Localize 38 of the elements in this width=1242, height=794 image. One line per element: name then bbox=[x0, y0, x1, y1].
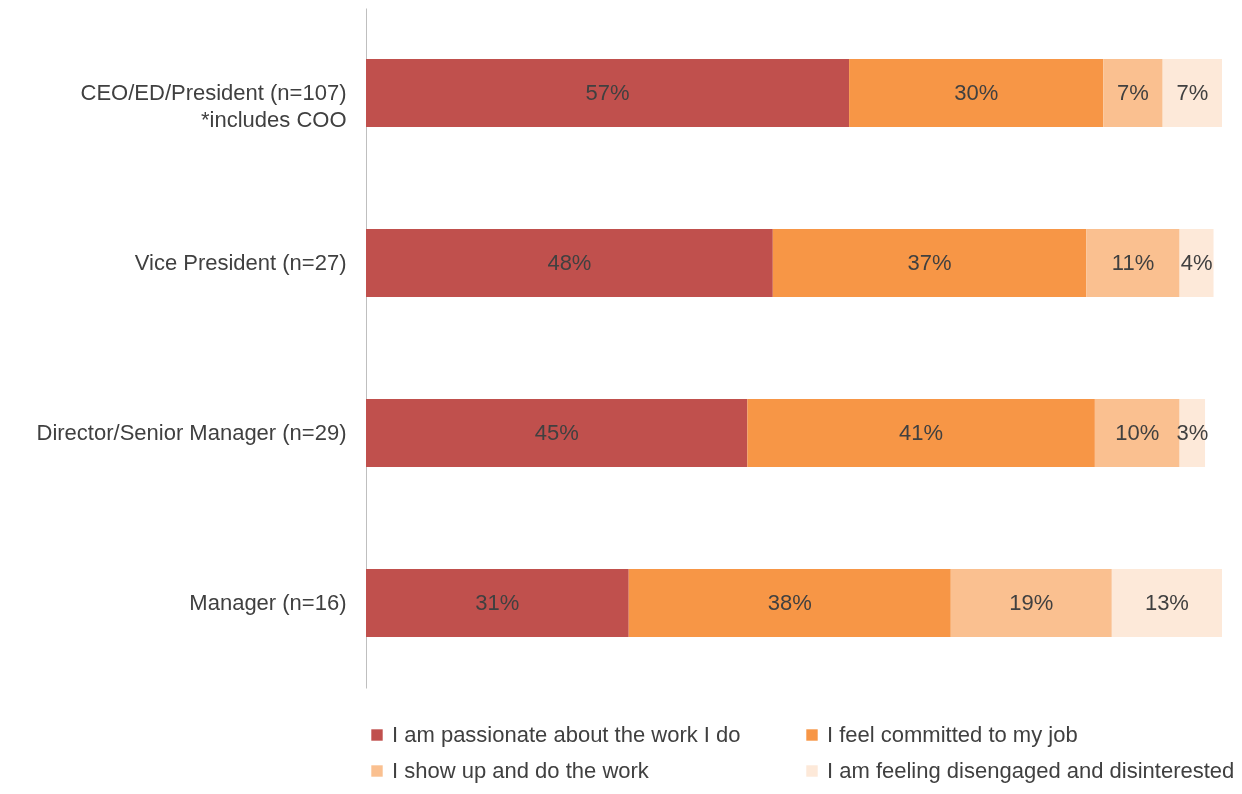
bar bbox=[366, 59, 850, 127]
data-label: 7% bbox=[1176, 80, 1209, 105]
bar bbox=[1103, 59, 1163, 127]
bar bbox=[849, 59, 1104, 127]
data-label: 31% bbox=[475, 590, 520, 615]
bar bbox=[366, 569, 629, 637]
bar bbox=[747, 399, 1095, 467]
bar bbox=[772, 229, 1087, 297]
legend-label: I feel committed to my job bbox=[827, 722, 1078, 747]
data-label: 37% bbox=[907, 250, 952, 275]
data-label: 19% bbox=[1009, 590, 1054, 615]
bar bbox=[950, 569, 1112, 637]
data-label: 10% bbox=[1115, 420, 1160, 445]
bar bbox=[1111, 569, 1222, 637]
y-tick-label: CEO/ED/President (n=107) *includes COO bbox=[80, 80, 347, 132]
bar bbox=[1179, 229, 1214, 297]
bar bbox=[1086, 229, 1180, 297]
bar bbox=[628, 569, 951, 637]
data-label: 13% bbox=[1144, 590, 1189, 615]
data-label: 7% bbox=[1117, 80, 1149, 105]
data-label: 4% bbox=[1180, 250, 1213, 275]
data-label: 3% bbox=[1176, 420, 1209, 445]
legend-label: I show up and do the work bbox=[392, 758, 650, 783]
data-label: 41% bbox=[899, 420, 944, 445]
y-tick-label: Vice President (n=27) bbox=[134, 250, 347, 275]
data-label: 57% bbox=[585, 80, 630, 105]
legend-label: I am feeling disengaged and disinterested bbox=[827, 758, 1235, 783]
bar bbox=[1162, 59, 1222, 127]
data-label: 11% bbox=[1111, 250, 1155, 275]
data-label: 38% bbox=[767, 590, 812, 615]
data-label: 30% bbox=[954, 80, 999, 105]
y-tick-label: Manager (n=16) bbox=[189, 590, 347, 615]
legend-label: I am passionate about the work I do bbox=[392, 722, 741, 747]
bar bbox=[366, 399, 748, 467]
bar bbox=[366, 229, 773, 297]
data-label: 48% bbox=[547, 250, 592, 275]
data-label: 45% bbox=[534, 420, 579, 445]
y-tick-label: Director/Senior Manager (n=29) bbox=[36, 420, 347, 445]
